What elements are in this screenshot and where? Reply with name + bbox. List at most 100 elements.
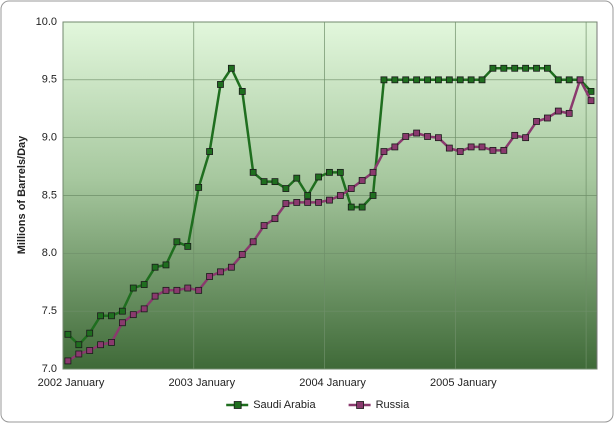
data-point [217,268,224,276]
data-point [227,64,235,72]
x-tick-label: 2003 January [168,377,235,389]
data-point [511,64,519,72]
data-point [554,76,562,84]
data-point [413,76,421,84]
data-point [544,64,551,72]
y-tick-label: 8.5 [42,189,57,201]
data-point [435,134,442,142]
legend-label: Saudi Arabia [253,399,316,411]
data-point [456,148,464,155]
data-point [195,286,203,294]
data-point [304,199,312,206]
data-point [587,88,595,95]
data-point [282,185,290,192]
data-point [140,281,148,288]
data-point [86,329,94,337]
data-point [315,173,322,181]
data-point [478,143,486,151]
data-point [489,64,497,72]
data-point [108,312,115,320]
data-point [238,88,246,95]
data-point [271,178,279,186]
data-point [544,114,551,122]
data-point [151,292,159,300]
data-point [478,76,486,84]
data-point [206,148,213,155]
data-point [467,76,475,84]
y-tick-label: 9.5 [42,74,57,86]
data-point [140,305,148,313]
data-point [358,203,366,211]
data-point [315,199,322,206]
data-point [162,261,170,269]
data-point [424,133,431,140]
data-point [173,286,181,294]
data-point [511,131,519,139]
data-point [75,350,83,358]
y-axis-title: Millions of Barrels/Day [16,135,28,254]
data-point [97,312,104,320]
data-point [522,64,530,72]
data-point [206,273,213,280]
data-point [118,319,126,327]
data-point [347,185,355,192]
data-point [271,215,279,223]
data-point [522,134,530,142]
data-point [304,192,312,199]
data-point [238,251,246,258]
data-point [533,118,540,125]
x-tick-label: 2004 January [299,377,366,389]
data-point [402,133,410,140]
data-point [293,199,301,206]
x-tick-label: 2005 January [430,377,497,389]
data-point [326,196,333,204]
data-point [554,107,562,115]
data-point [336,192,344,199]
data-point [129,284,137,292]
data-point [129,311,137,319]
data-point [445,144,453,152]
data-point [326,168,333,176]
data-point [424,76,431,84]
data-point [380,148,388,155]
data-point [97,341,104,349]
data-point [391,76,399,84]
data-point [402,76,410,84]
legend-label: Russia [376,399,411,411]
data-point [260,222,268,229]
data-point [445,76,453,84]
y-tick-label: 7.0 [42,363,57,375]
data-point [413,129,421,137]
y-tick-label: 10.0 [36,16,57,28]
data-point [587,97,595,105]
data-point [380,76,388,84]
legend-marker [356,401,365,409]
y-tick-label: 8.0 [42,247,57,259]
data-point [162,286,170,294]
data-point [533,64,540,72]
y-tick-label: 9.0 [42,132,57,144]
data-point [347,203,355,211]
data-point [293,174,301,182]
data-point [435,76,442,84]
data-point [260,178,268,186]
data-point [108,338,115,346]
data-point [227,263,235,271]
data-point [86,347,94,354]
data-point [500,146,508,154]
data-point [456,76,464,84]
data-point [565,109,573,117]
data-point [249,168,257,176]
x-tick-label: 2002 January [38,377,105,389]
data-point [467,143,475,151]
data-point [336,168,344,176]
data-point [64,357,72,365]
data-point [173,238,181,246]
data-point [249,238,257,246]
y-tick-label: 7.5 [42,305,57,317]
data-point [184,284,192,292]
data-point [195,184,203,191]
data-point [391,143,399,151]
legend-marker [233,401,242,409]
